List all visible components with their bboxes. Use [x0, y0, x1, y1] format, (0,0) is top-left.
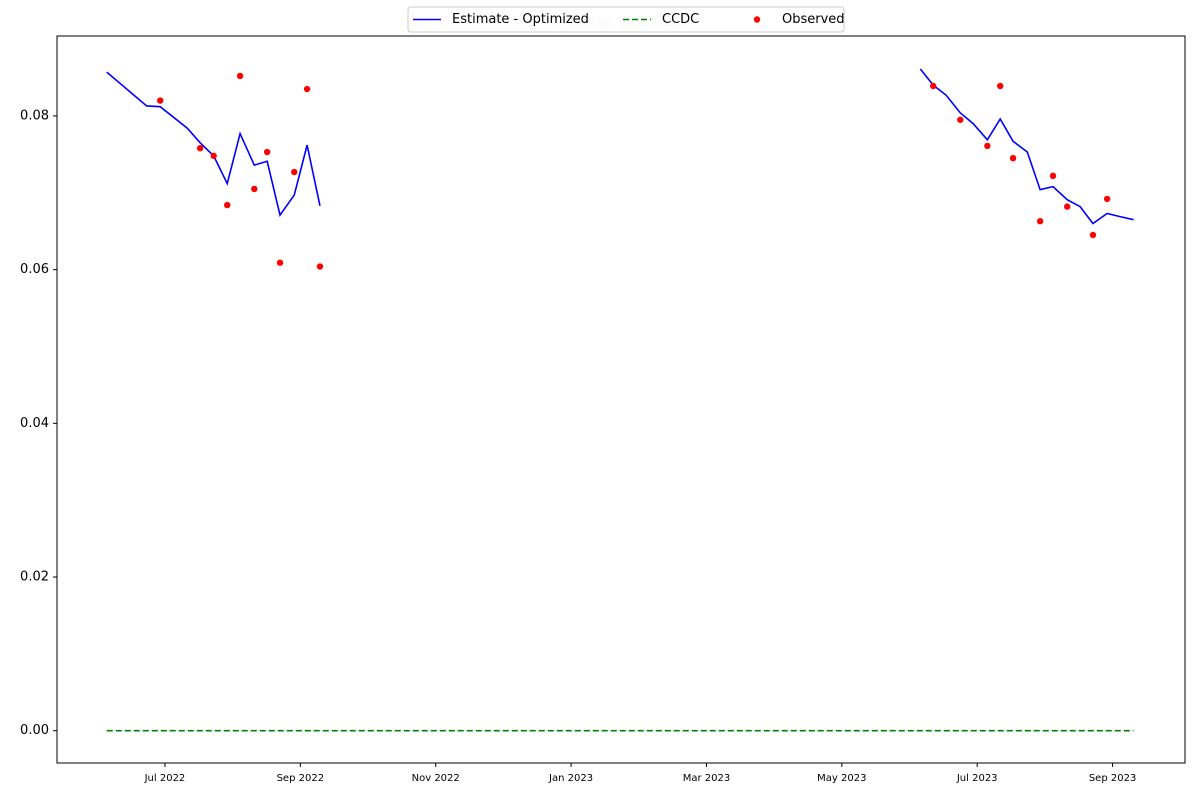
- observed-point: [316, 263, 324, 270]
- x-tick-label: May 2023: [817, 773, 866, 784]
- observed-point: [210, 152, 217, 160]
- observed-point: [957, 116, 964, 123]
- observed-point: [263, 148, 271, 156]
- legend-label: Observed: [782, 12, 845, 27]
- y-tick-label: 0.04: [20, 416, 49, 431]
- observed-point: [157, 97, 164, 104]
- x-tick-label: Jul 2022: [144, 773, 186, 784]
- observed-point: [930, 82, 937, 90]
- observed-point: [251, 185, 258, 193]
- legend: Estimate - Optimized CCDC Observed: [407, 6, 845, 33]
- observed-point: [984, 142, 991, 150]
- observed-point: [303, 85, 311, 93]
- observed-point: [1049, 172, 1057, 180]
- y-tick-label: 0.06: [20, 262, 49, 277]
- x-tick-label: Mar 2023: [683, 773, 731, 784]
- observed-point: [1009, 154, 1017, 162]
- legend-label: Estimate - Optimized: [452, 12, 589, 27]
- observed-point: [224, 201, 231, 209]
- observed-point: [236, 72, 244, 80]
- legend-label: CCDC: [662, 12, 699, 27]
- observed-point: [276, 259, 284, 266]
- observed-point: [1103, 195, 1111, 203]
- y-tick-label: 0.00: [20, 723, 49, 738]
- x-tick-label: Jan 2023: [548, 773, 593, 784]
- observed-point: [1036, 218, 1044, 225]
- x-tick-label: Jul 2023: [956, 773, 998, 784]
- observed-point: [997, 82, 1004, 90]
- x-tick-label: Nov 2022: [412, 773, 460, 784]
- observed-point: [196, 145, 204, 152]
- series-line: [106, 68, 1134, 225]
- x-tick-label: Sep 2022: [277, 773, 324, 784]
- observed-point: [1064, 203, 1071, 210]
- x-tick-label: Sep 2023: [1089, 773, 1136, 784]
- observed-point: [291, 168, 298, 176]
- observed-point: [1089, 231, 1097, 239]
- y-tick-label: 0.02: [20, 570, 49, 585]
- legend-marker: [753, 16, 761, 23]
- plot-frame: [56, 35, 1186, 764]
- y-tick-label: 0.08: [20, 108, 49, 123]
